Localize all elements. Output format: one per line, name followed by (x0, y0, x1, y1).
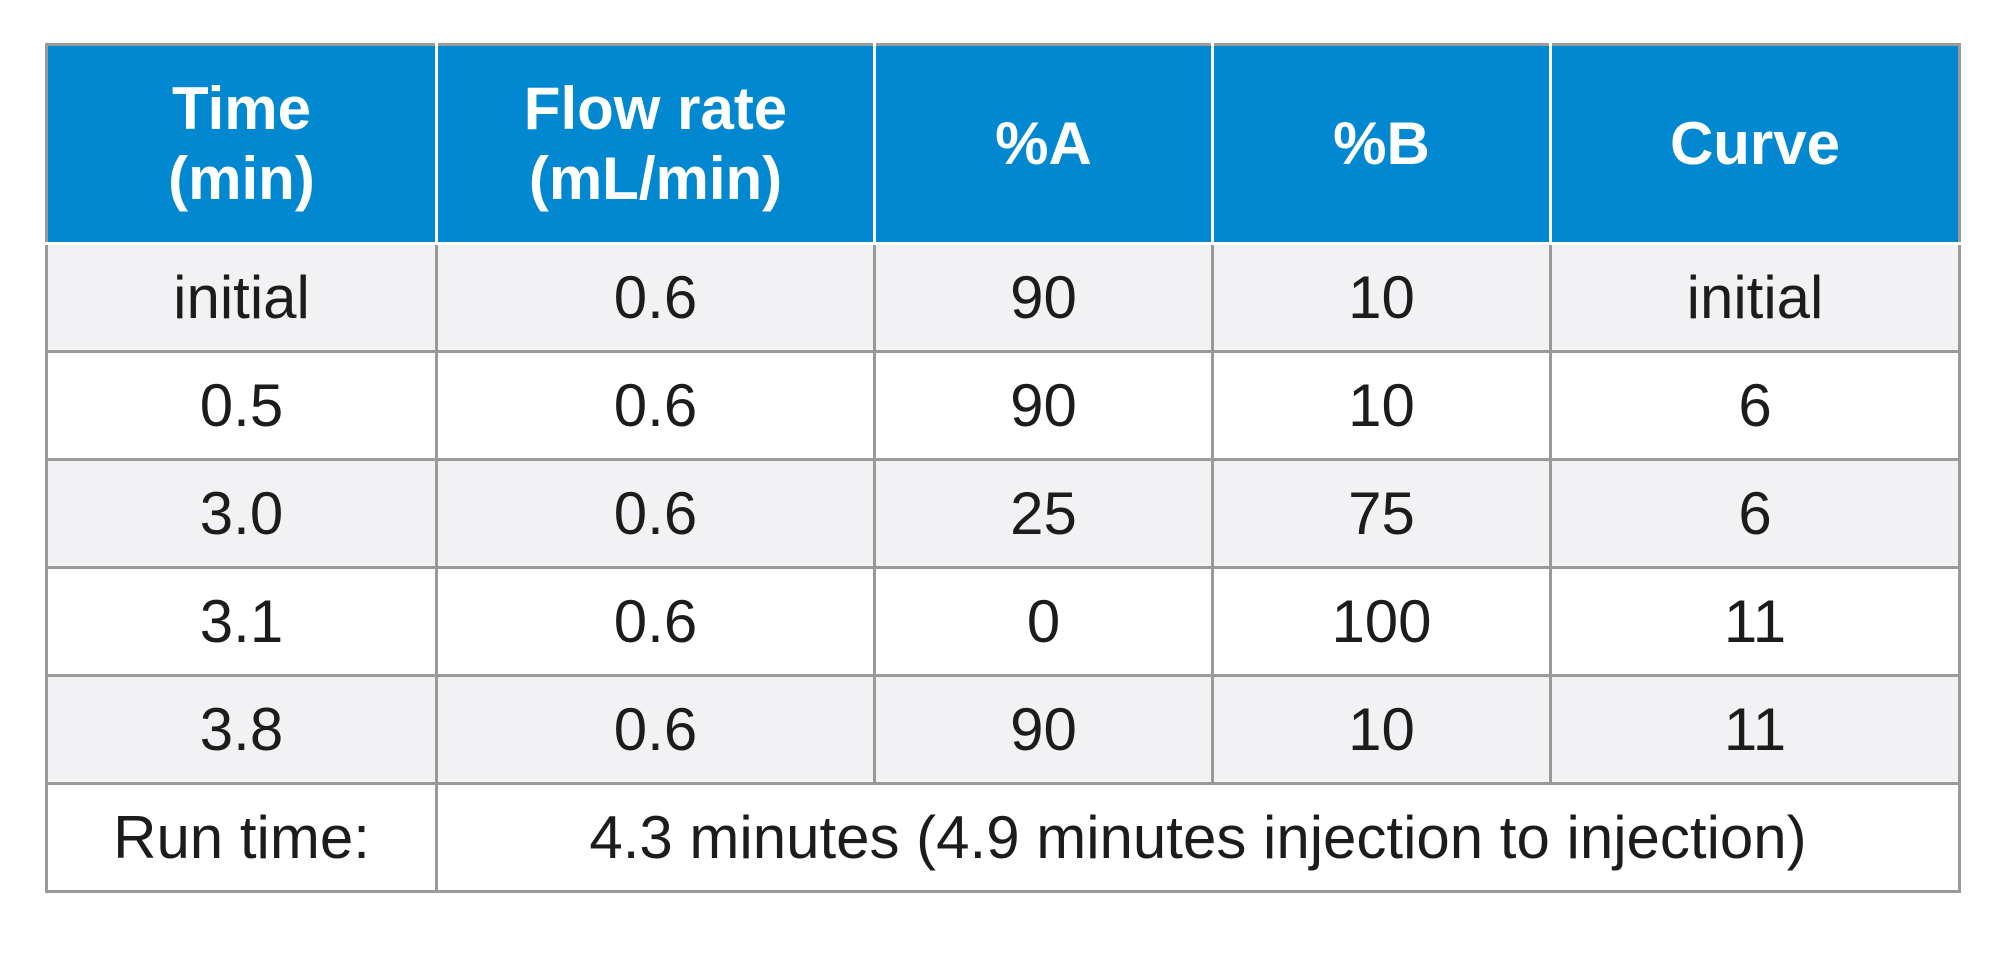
table-row: 3.0 0.6 25 75 6 (45, 458, 1961, 569)
header-percent-b: %B (1211, 43, 1552, 245)
run-time-row: Run time: 4.3 minutes (4.9 minutes injec… (45, 782, 1961, 893)
cell-curve: initial (1549, 242, 1961, 353)
cell-flow-rate: 0.6 (435, 566, 876, 677)
cell-percent-a: 90 (873, 350, 1214, 461)
cell-percent-b: 100 (1211, 566, 1552, 677)
header-curve-label: Curve (1669, 110, 1841, 177)
cell-time: initial (45, 242, 438, 353)
table-header: Time (min) Flow rate (mL/min) %A %B Curv… (45, 43, 1961, 245)
cell-percent-a: 90 (873, 242, 1214, 353)
cell-flow-rate: 0.6 (435, 242, 876, 353)
header-flow-rate-line1: Flow rate (523, 75, 788, 142)
table-row: 3.1 0.6 0 100 11 (45, 566, 1961, 677)
cell-percent-a: 25 (873, 458, 1214, 569)
run-time-value: 4.3 minutes (4.9 minutes injection to in… (435, 782, 1961, 893)
cell-flow-rate: 0.6 (435, 674, 876, 785)
cell-percent-a: 90 (873, 674, 1214, 785)
table-row: 0.5 0.6 90 10 6 (45, 350, 1961, 461)
cell-flow-rate: 0.6 (435, 350, 876, 461)
cell-curve: 6 (1549, 458, 1961, 569)
table-row: 3.8 0.6 90 10 11 (45, 674, 1961, 785)
cell-time: 3.0 (45, 458, 438, 569)
header-flow-rate: Flow rate (mL/min) (435, 43, 876, 245)
header-time-line2: (min) (168, 145, 315, 212)
table-row: initial 0.6 90 10 initial (45, 242, 1961, 353)
gradient-table-container: Time (min) Flow rate (mL/min) %A %B Curv… (45, 43, 1961, 893)
cell-time: 0.5 (45, 350, 438, 461)
cell-percent-b: 10 (1211, 242, 1552, 353)
cell-curve: 11 (1549, 674, 1961, 785)
header-time-line1: Time (172, 75, 311, 142)
header-flow-rate-line2: (mL/min) (528, 145, 783, 212)
cell-percent-b: 75 (1211, 458, 1552, 569)
header-row: Time (min) Flow rate (mL/min) %A %B Curv… (45, 43, 1961, 245)
cell-percent-b: 10 (1211, 350, 1552, 461)
table-body: initial 0.6 90 10 initial 0.5 0.6 90 10 … (45, 242, 1961, 893)
cell-curve: 6 (1549, 350, 1961, 461)
header-percent-b-label: %B (1333, 110, 1430, 177)
gradient-table: Time (min) Flow rate (mL/min) %A %B Curv… (45, 43, 1961, 893)
header-curve: Curve (1549, 43, 1961, 245)
cell-percent-b: 10 (1211, 674, 1552, 785)
header-percent-a: %A (873, 43, 1214, 245)
run-time-label: Run time: (45, 782, 438, 893)
cell-percent-a: 0 (873, 566, 1214, 677)
cell-time: 3.1 (45, 566, 438, 677)
header-percent-a-label: %A (995, 110, 1092, 177)
cell-time: 3.8 (45, 674, 438, 785)
cell-curve: 11 (1549, 566, 1961, 677)
cell-flow-rate: 0.6 (435, 458, 876, 569)
header-time: Time (min) (45, 43, 438, 245)
